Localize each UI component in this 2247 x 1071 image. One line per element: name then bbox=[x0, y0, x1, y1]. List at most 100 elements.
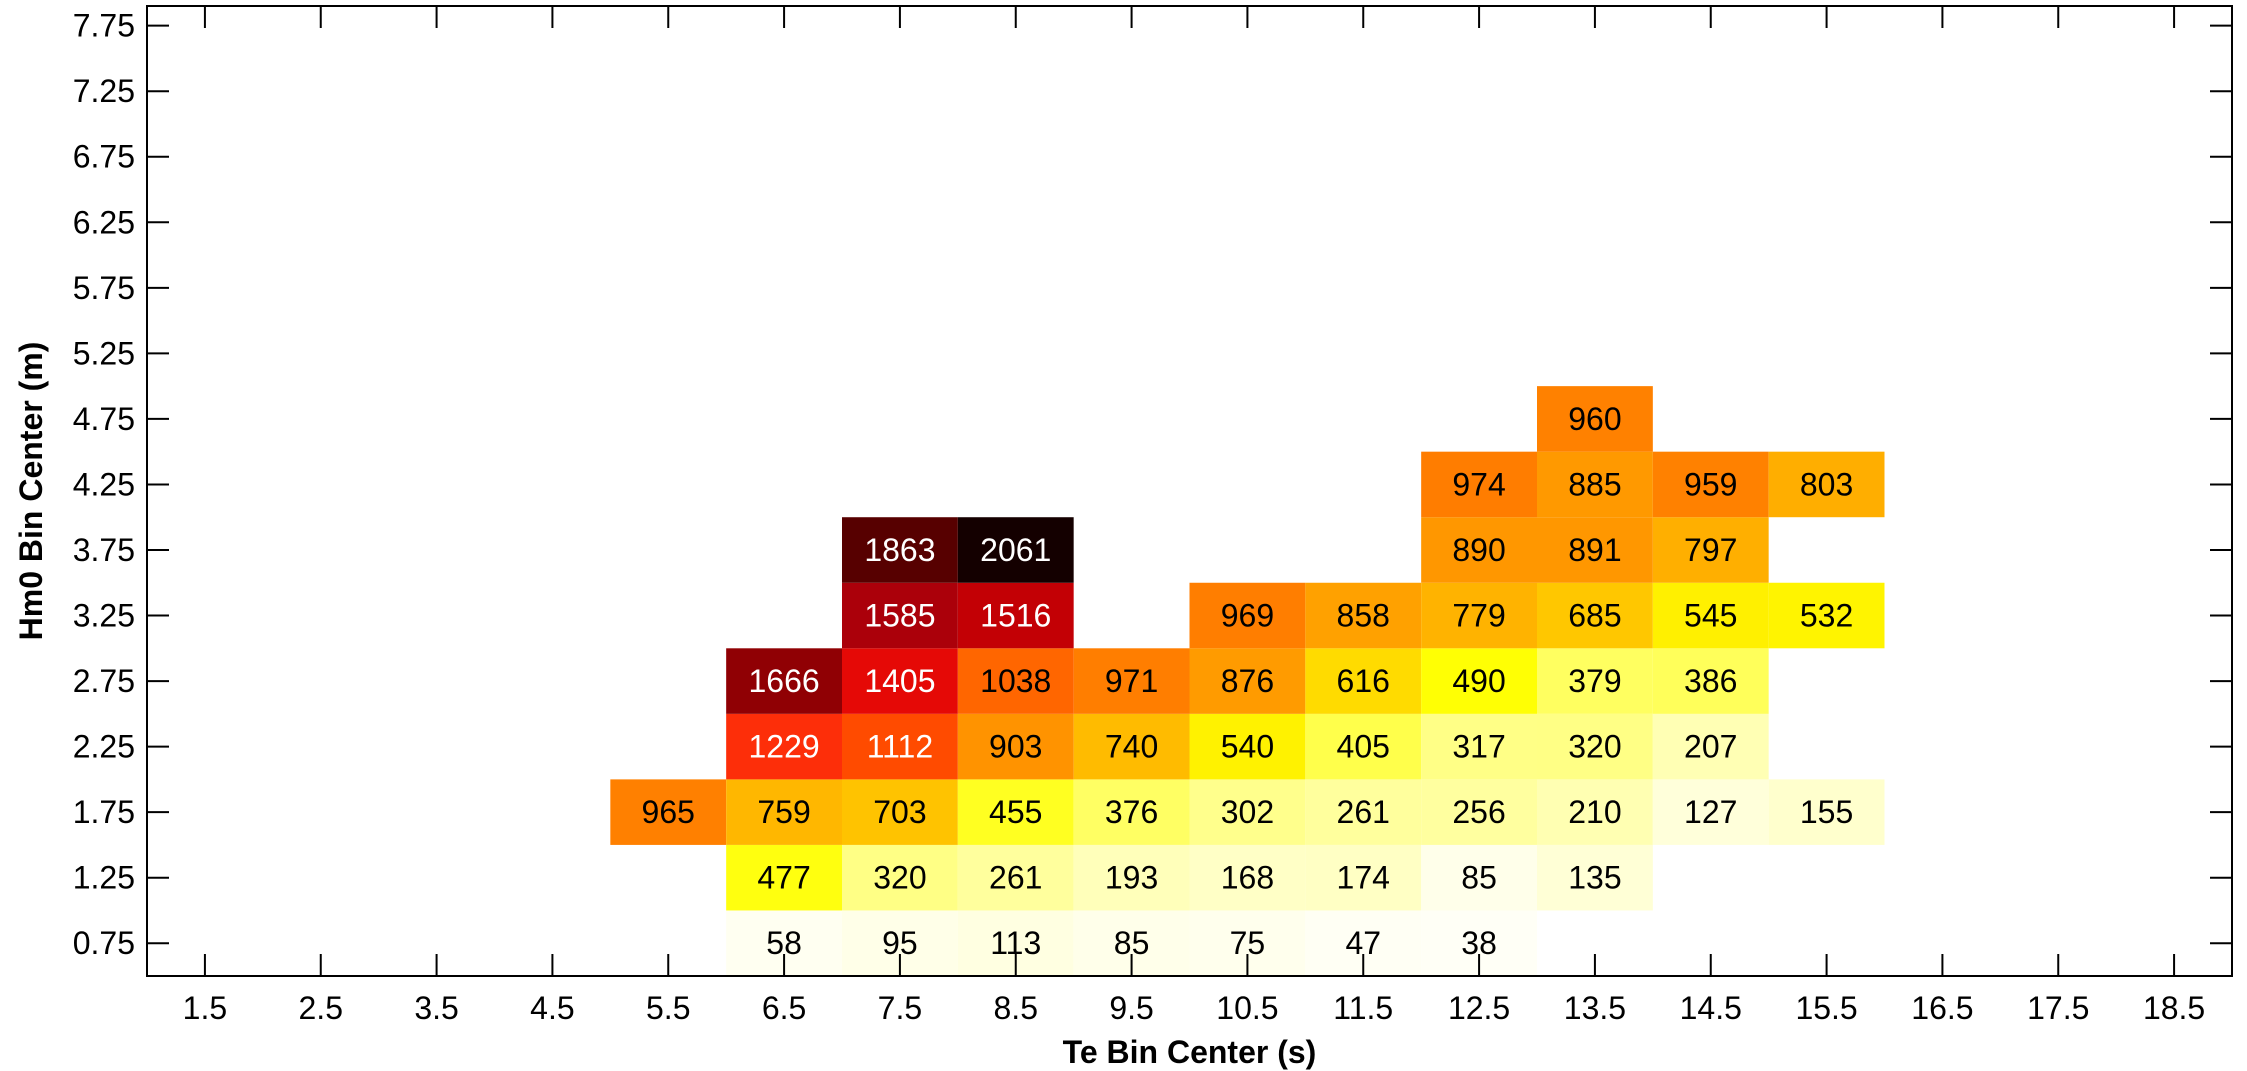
cell-value-label: 210 bbox=[1568, 794, 1621, 830]
x-tick-label: 11.5 bbox=[1333, 990, 1393, 1026]
cell-value-label: 532 bbox=[1800, 598, 1853, 634]
heatmap-cell bbox=[842, 779, 958, 845]
cell-value-label: 965 bbox=[642, 794, 695, 830]
y-tick-label: 2.75 bbox=[73, 663, 135, 699]
heatmap-cell bbox=[957, 713, 1074, 780]
cell-value-label: 85 bbox=[1461, 860, 1497, 896]
heatmap-cell bbox=[842, 517, 958, 583]
heatmap-cell bbox=[842, 582, 958, 649]
cell-value-label: 317 bbox=[1452, 729, 1505, 765]
cell-value-label: 379 bbox=[1568, 663, 1621, 699]
x-axis-title: Te Bin Center (s) bbox=[1063, 1034, 1317, 1070]
heatmap-cell bbox=[1421, 451, 1537, 518]
y-tick-label: 5.25 bbox=[73, 335, 135, 371]
x-tick-label: 2.5 bbox=[299, 990, 343, 1026]
cell-value-label: 320 bbox=[873, 860, 926, 896]
cell-value-label: 885 bbox=[1568, 466, 1621, 502]
x-tick-label: 7.5 bbox=[878, 990, 922, 1026]
heatmap-cell bbox=[1652, 779, 1769, 845]
heatmap-cell bbox=[1652, 648, 1769, 714]
cell-value-label: 155 bbox=[1800, 794, 1853, 830]
heatmap-cell bbox=[726, 779, 842, 845]
heatmap-cell bbox=[1421, 517, 1537, 583]
cell-value-label: 168 bbox=[1221, 860, 1274, 896]
x-tick-label: 10.5 bbox=[1216, 990, 1278, 1026]
cell-value-label: 740 bbox=[1105, 729, 1158, 765]
y-tick-label: 4.75 bbox=[73, 401, 135, 437]
cell-value-label: 1516 bbox=[980, 598, 1051, 634]
cell-value-label: 779 bbox=[1452, 598, 1505, 634]
heatmap-cell bbox=[1652, 451, 1769, 518]
heatmap-cell bbox=[1189, 582, 1306, 649]
cell-value-label: 1229 bbox=[748, 729, 819, 765]
heatmap-cell bbox=[1305, 844, 1422, 911]
y-tick-label: 7.75 bbox=[73, 8, 135, 44]
cell-value-label: 974 bbox=[1452, 466, 1505, 502]
cell-value-label: 858 bbox=[1337, 598, 1390, 634]
y-tick-label: 1.25 bbox=[73, 860, 135, 896]
cell-value-label: 759 bbox=[757, 794, 810, 830]
x-tick-label: 12.5 bbox=[1448, 990, 1510, 1026]
cell-value-label: 320 bbox=[1568, 729, 1621, 765]
heatmap-cell bbox=[1189, 779, 1306, 845]
cell-value-label: 890 bbox=[1452, 532, 1505, 568]
heatmap-cell bbox=[1537, 713, 1653, 780]
cell-value-label: 540 bbox=[1221, 729, 1274, 765]
cell-value-label: 455 bbox=[989, 794, 1042, 830]
cell-value-label: 174 bbox=[1337, 860, 1390, 896]
x-tick-label: 13.5 bbox=[1564, 990, 1626, 1026]
heatmap-cell bbox=[1305, 648, 1422, 714]
x-tick-label: 16.5 bbox=[1911, 990, 1973, 1026]
cell-value-label: 2061 bbox=[980, 532, 1051, 568]
y-tick-label: 6.25 bbox=[73, 204, 135, 240]
cell-value-label: 903 bbox=[989, 729, 1042, 765]
heatmap-cell bbox=[610, 779, 727, 845]
cell-value-label: 876 bbox=[1221, 663, 1274, 699]
cell-value-label: 490 bbox=[1452, 663, 1505, 699]
heatmap-cell bbox=[1768, 779, 1885, 845]
cell-value-label: 376 bbox=[1105, 794, 1158, 830]
ticks-layer: 1.5 2.5 3.5 4.5 5.5 6.5 7.5 8.5 9.5 10.5 11.5 12.5 1… bbox=[73, 6, 2232, 1026]
heatmap-cell bbox=[1421, 779, 1537, 845]
heatmap-cell bbox=[1537, 451, 1653, 518]
heatmap-cell bbox=[1189, 648, 1306, 714]
cell-value-label: 1112 bbox=[867, 729, 933, 765]
cell-value-label: 891 bbox=[1568, 532, 1621, 568]
x-tick-label: 9.5 bbox=[1109, 990, 1153, 1026]
heatmap-cell bbox=[1652, 582, 1769, 649]
heatmap-cell bbox=[842, 713, 958, 780]
cell-value-label: 971 bbox=[1105, 663, 1158, 699]
cell-value-label: 545 bbox=[1684, 598, 1737, 634]
cell-value-label: 703 bbox=[873, 794, 926, 830]
y-tick-label: 3.75 bbox=[73, 532, 135, 568]
heatmap-cell bbox=[1189, 713, 1306, 780]
heatmap-cell bbox=[957, 779, 1074, 845]
cell-value-label: 127 bbox=[1684, 794, 1737, 830]
cell-value-label: 405 bbox=[1337, 729, 1390, 765]
heatmap-cell bbox=[957, 648, 1074, 714]
cell-value-label: 685 bbox=[1568, 598, 1621, 634]
heatmap-cell bbox=[1537, 779, 1653, 845]
plot-frame bbox=[146, 5, 2233, 977]
heatmap-cell bbox=[1537, 648, 1653, 714]
y-axis-title: Hm0 Bin Center (m) bbox=[13, 342, 49, 641]
x-tick-label: 5.5 bbox=[646, 990, 690, 1026]
heatmap-cell bbox=[1073, 713, 1190, 780]
x-tick-label: 1.5 bbox=[183, 990, 227, 1026]
x-tick-label: 14.5 bbox=[1680, 990, 1742, 1026]
cell-value-label: 1666 bbox=[748, 663, 819, 699]
cell-value-label: 477 bbox=[757, 860, 810, 896]
y-tick-label: 7.25 bbox=[73, 73, 135, 109]
y-tick-label: 4.25 bbox=[73, 466, 135, 502]
heatmap-cell bbox=[1421, 582, 1537, 649]
cell-value-label: 1585 bbox=[864, 598, 935, 634]
heatmap-cell bbox=[957, 844, 1074, 911]
cell-value-label: 1863 bbox=[864, 532, 935, 568]
heatmap-cell bbox=[1537, 517, 1653, 583]
heatmap-cell bbox=[1768, 582, 1885, 649]
cell-value-label: 207 bbox=[1684, 729, 1737, 765]
heatmap-cell bbox=[1305, 779, 1422, 845]
heatmap-cell bbox=[1073, 844, 1190, 911]
heatmap-cell bbox=[726, 844, 842, 911]
